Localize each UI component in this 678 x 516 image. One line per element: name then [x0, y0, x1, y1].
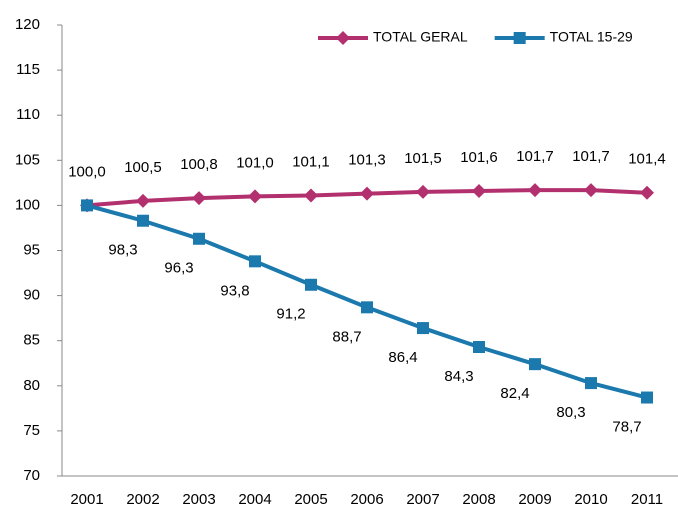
marker [361, 301, 373, 314]
marker [640, 185, 654, 200]
data-label: 101,4 [628, 151, 666, 168]
x-tick-label: 2001 [70, 491, 103, 508]
x-tick-label: 2006 [350, 491, 383, 508]
data-label: 100,8 [180, 156, 218, 173]
y-tick-label: 115 [16, 61, 40, 78]
marker [529, 358, 541, 371]
marker [585, 377, 597, 390]
marker [641, 391, 653, 404]
data-label: 100,5 [124, 159, 162, 176]
data-label: 98,3 [108, 242, 137, 259]
y-tick-label: 80 [23, 377, 40, 394]
y-tick-label: 110 [16, 106, 40, 123]
data-label: 101,7 [572, 148, 610, 165]
x-tick-label: 2008 [462, 491, 495, 508]
marker [336, 31, 350, 45]
data-label: 78,7 [612, 418, 641, 435]
x-tick-label: 2007 [406, 491, 439, 508]
y-tick-label: 90 [23, 287, 40, 304]
data-label: 101,1 [292, 153, 330, 170]
x-tick-label: 2010 [574, 491, 607, 508]
marker [416, 184, 430, 199]
data-label: 93,8 [220, 282, 249, 299]
data-label: 96,3 [164, 260, 193, 277]
marker [528, 183, 542, 198]
marker [473, 341, 485, 354]
data-label: 101,6 [460, 149, 498, 166]
y-tick-label: 100 [15, 196, 40, 213]
marker [137, 214, 149, 227]
marker [360, 186, 374, 201]
x-tick-label: 2009 [518, 491, 551, 508]
marker [136, 193, 150, 208]
marker [584, 183, 598, 198]
marker [248, 189, 262, 204]
marker [304, 188, 318, 203]
data-label: 88,7 [332, 328, 361, 345]
data-label: 100,0 [68, 163, 106, 180]
data-label: 84,3 [444, 368, 473, 385]
data-label: 80,3 [556, 404, 585, 421]
y-tick-label: 105 [15, 151, 40, 168]
x-tick-label: 2004 [238, 491, 271, 508]
data-label: 86,4 [388, 349, 417, 366]
marker [513, 32, 526, 44]
legend-label: TOTAL GERAL [373, 29, 468, 45]
y-tick-label: 95 [23, 241, 40, 258]
data-label: 101,3 [348, 152, 386, 169]
marker [417, 322, 429, 335]
data-label: 101,0 [236, 154, 274, 171]
x-tick-label: 2003 [182, 491, 215, 508]
data-label: 91,2 [276, 306, 305, 323]
y-tick-label: 120 [15, 16, 40, 33]
y-tick-label: 70 [23, 467, 40, 484]
x-tick-label: 2011 [631, 491, 663, 508]
marker [192, 191, 206, 206]
marker [81, 199, 93, 212]
legend-label: TOTAL 15-29 [550, 29, 633, 45]
data-label: 101,7 [516, 148, 554, 165]
marker [305, 278, 317, 291]
data-label: 82,4 [500, 385, 529, 402]
marker [472, 183, 486, 198]
marker [193, 232, 205, 245]
x-tick-label: 2002 [126, 491, 159, 508]
marker [249, 255, 261, 268]
x-tick-label: 2005 [294, 491, 327, 508]
y-tick-label: 85 [23, 332, 40, 349]
y-tick-label: 75 [23, 422, 40, 439]
data-label: 101,5 [404, 150, 442, 167]
